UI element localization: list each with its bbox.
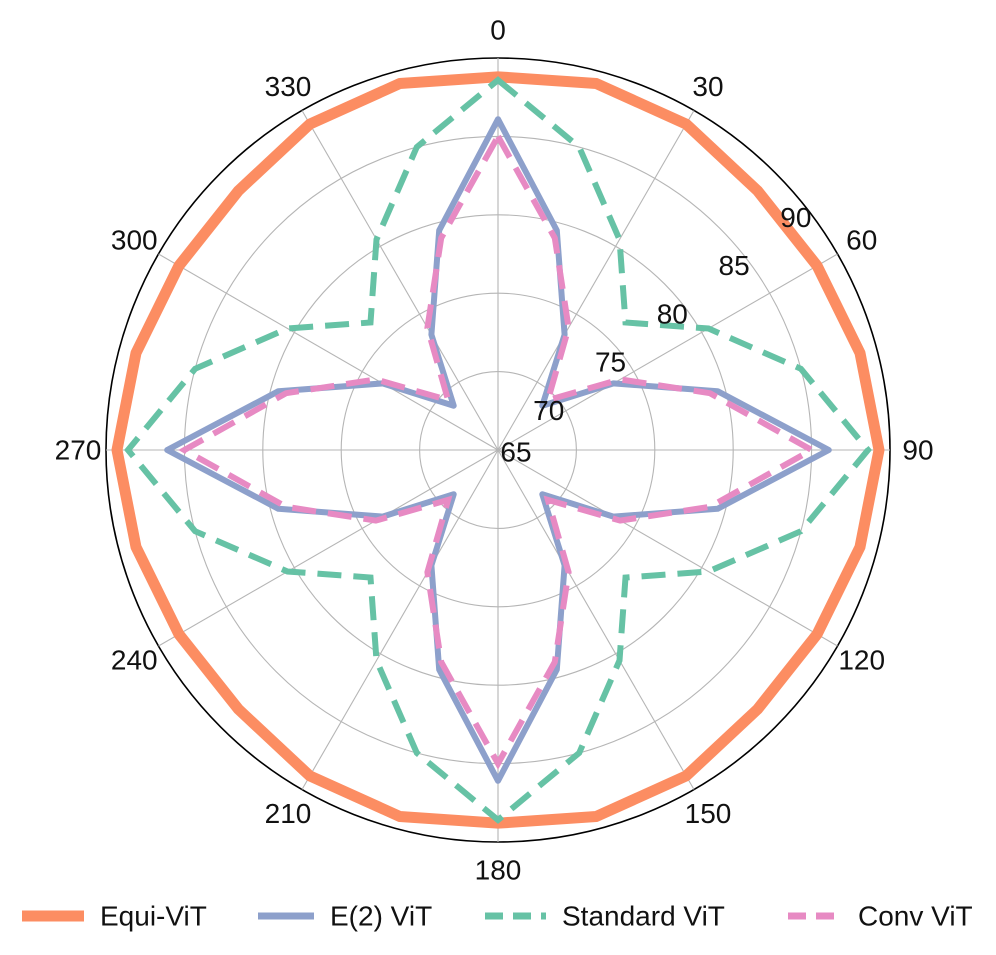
angle-tick-label-210: 210 [265, 798, 312, 829]
legend-label-0: Equi-ViT [100, 901, 207, 932]
angle-tick-label-90: 90 [902, 435, 933, 466]
grid-spoke-330 [301, 110, 499, 451]
angle-tick-label-120: 120 [838, 645, 885, 676]
radial-tick-label-90: 90 [780, 202, 811, 233]
angle-tick-labels: 0 30 60 90 120 150 180 210 240 270 300 330 [55, 15, 934, 886]
series-line-conv-vit [178, 130, 818, 770]
radial-tick-label-70: 70 [533, 395, 564, 426]
grid-spoke-30 [497, 110, 695, 451]
grid-spoke-120 [497, 449, 838, 647]
grid-spoke-240 [158, 449, 499, 647]
angle-tick-label-30: 30 [692, 71, 723, 102]
angle-tick-label-330: 330 [265, 71, 312, 102]
series-line-standard-vit [124, 76, 872, 824]
angle-tick-label-150: 150 [685, 798, 732, 829]
polar-grid [105, 57, 891, 843]
angle-tick-label-0: 0 [490, 15, 506, 46]
grid-spoke-300 [158, 253, 499, 451]
legend-label-1: E(2) ViT [330, 901, 432, 932]
legend-label-3: Conv ViT [858, 901, 973, 932]
grid-spoke-150 [497, 449, 695, 790]
radial-tick-label-65: 65 [500, 437, 531, 468]
grid-spoke-210 [301, 449, 499, 790]
grid-spoke-60 [497, 253, 838, 451]
legend: Equi-ViT E(2) ViT Standard ViT Conv ViT [22, 901, 973, 932]
series-lines [111, 71, 885, 829]
legend-label-2: Standard ViT [562, 901, 725, 932]
angle-tick-label-240: 240 [111, 645, 158, 676]
radial-tick-label-75: 75 [595, 347, 626, 378]
radial-tick-label-80: 80 [657, 298, 688, 329]
angle-tick-label-60: 60 [846, 225, 877, 256]
angle-tick-label-180: 180 [475, 855, 522, 886]
angle-tick-label-270: 270 [55, 435, 102, 466]
angle-tick-label-300: 300 [111, 225, 158, 256]
radial-tick-label-85: 85 [719, 250, 750, 281]
